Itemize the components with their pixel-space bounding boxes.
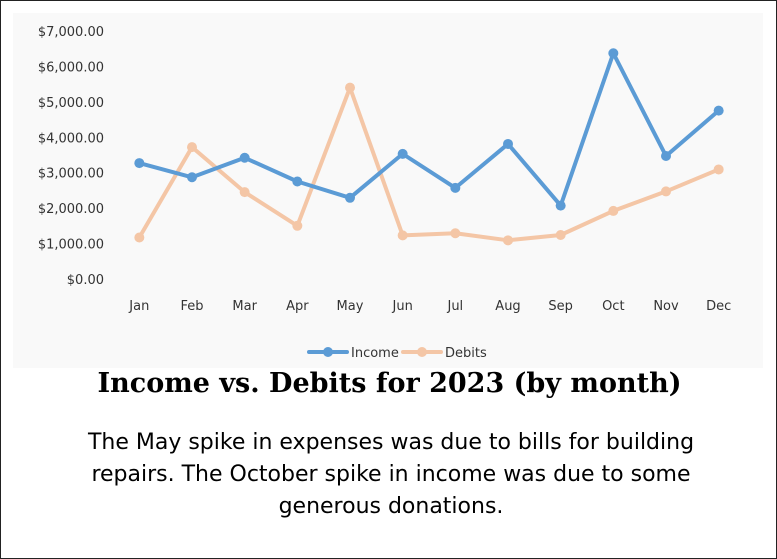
data-point-income xyxy=(187,172,197,183)
data-point-debits xyxy=(292,220,303,231)
x-tick-label: Dec xyxy=(706,299,731,314)
data-point-income xyxy=(661,151,671,161)
legend-label-income: Income xyxy=(351,346,399,361)
data-point-income xyxy=(713,105,724,116)
y-tick-label: $4,000.00 xyxy=(38,131,104,146)
data-point-debits xyxy=(187,142,197,153)
line-chart: $0.00 $1,000.00 $2,000.00 $3,000.00 $4,000.0… xyxy=(38,25,731,361)
data-point-debits xyxy=(450,228,461,239)
data-point-income xyxy=(450,182,461,193)
data-point-debits xyxy=(555,230,566,241)
y-tick-label: $7,000.00 xyxy=(38,25,104,40)
x-tick-label: May xyxy=(337,299,364,314)
x-tick-label: Jul xyxy=(446,299,463,314)
data-point-income xyxy=(608,48,619,59)
x-tick-label: Sep xyxy=(548,299,573,314)
data-point-debits xyxy=(661,186,671,197)
data-point-income xyxy=(292,176,303,187)
series-line-debits xyxy=(137,85,721,243)
data-point-debits xyxy=(503,235,513,246)
data-point-debits xyxy=(608,205,619,216)
y-tick-label: $3,000.00 xyxy=(38,167,104,182)
x-tick-label: Jun xyxy=(392,299,413,314)
chart-title: Income vs. Debits for 2023 (by month) xyxy=(97,368,682,399)
legend-label-debits: Debits xyxy=(445,346,487,361)
data-point-income xyxy=(503,138,513,149)
data-point-debits xyxy=(713,164,724,175)
data-point-debits xyxy=(345,82,355,93)
data-point-debits xyxy=(397,230,408,241)
data-point-income xyxy=(239,152,250,163)
x-tick-label: Oct xyxy=(602,299,624,314)
data-point-income xyxy=(134,158,145,169)
data-point-income xyxy=(555,200,566,211)
data-point-debits xyxy=(134,232,145,243)
x-tick-label: Feb xyxy=(180,299,203,314)
data-point-debits xyxy=(239,187,250,198)
y-tick-label: $6,000.00 xyxy=(38,60,104,75)
data-point-income xyxy=(345,192,355,203)
chart-area: $0.00 $1,000.00 $2,000.00 $3,000.00 $4,000.0… xyxy=(13,13,763,368)
x-tick-label: Jan xyxy=(128,299,149,314)
x-tick-label: Aug xyxy=(495,299,520,314)
x-tick-label: Mar xyxy=(232,299,257,314)
x-tick-label: Apr xyxy=(286,299,309,314)
y-tick-label: $2,000.00 xyxy=(38,202,104,217)
y-tick-label: $5,000.00 xyxy=(38,96,104,111)
y-tick-label: $0.00 xyxy=(67,273,104,288)
caption-text: The May spike in expenses was due to bil… xyxy=(87,430,695,519)
legend-marker-income xyxy=(323,347,333,357)
x-tick-label: Nov xyxy=(653,299,679,314)
legend-marker-debits xyxy=(417,347,427,357)
series-line-income xyxy=(137,51,721,208)
data-point-income xyxy=(397,148,408,159)
y-tick-label: $1,000.00 xyxy=(38,238,104,253)
